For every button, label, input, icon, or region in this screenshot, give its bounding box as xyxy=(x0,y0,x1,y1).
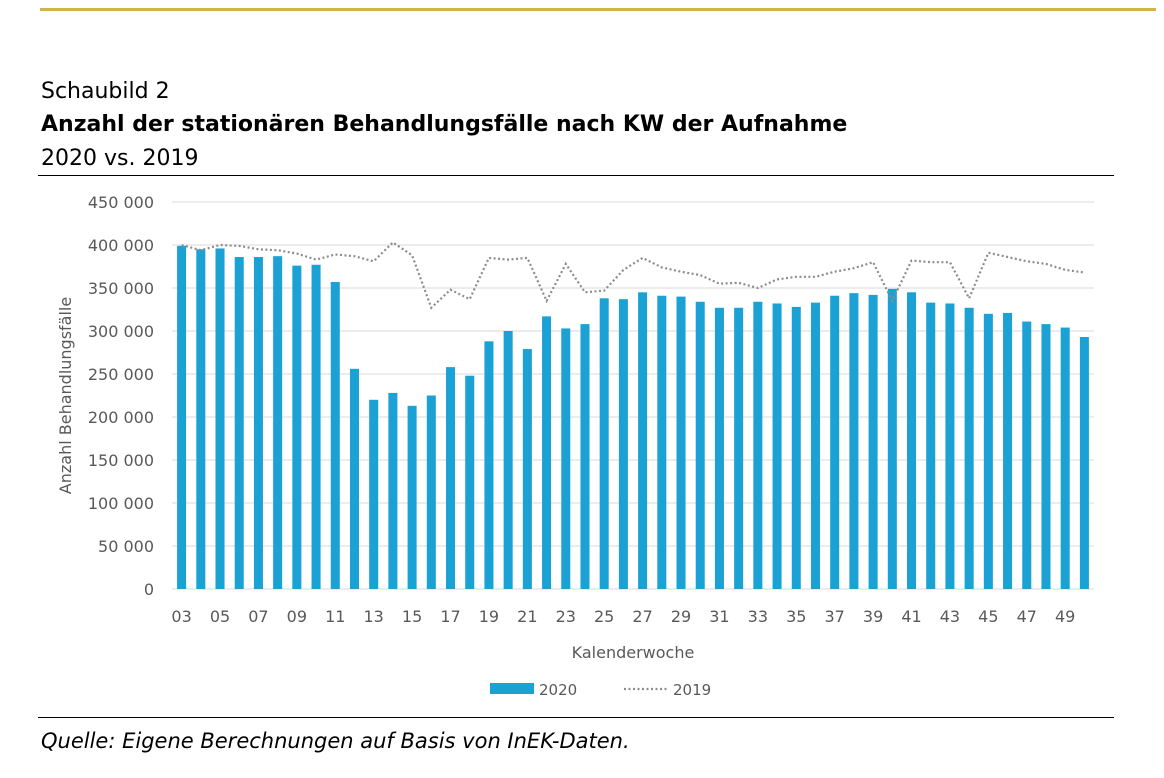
y-tick-label: 400 000 xyxy=(88,236,154,255)
x-tick-label: 49 xyxy=(1055,607,1075,626)
bar-2020 xyxy=(618,299,628,589)
bar-2020 xyxy=(791,306,801,589)
x-tick-label: 13 xyxy=(364,607,384,626)
bar-2020 xyxy=(638,292,648,589)
bar-2020 xyxy=(599,298,609,589)
x-tick-label: 29 xyxy=(671,607,691,626)
x-tick-label: 05 xyxy=(210,607,230,626)
bar-2020 xyxy=(945,303,955,589)
y-tick-label: 50 000 xyxy=(98,537,154,556)
bar-2020 xyxy=(1060,327,1070,589)
x-tick-label: 33 xyxy=(748,607,768,626)
x-tick-label: 21 xyxy=(517,607,537,626)
bar-2020 xyxy=(503,331,513,589)
x-tick-label: 03 xyxy=(171,607,191,626)
y-tick-label: 150 000 xyxy=(88,451,154,470)
x-tick-label: 07 xyxy=(248,607,268,626)
y-axis-title: Anzahl Behandlungsfälle xyxy=(56,297,75,494)
bar-2020 xyxy=(964,307,974,589)
bar-line-chart: 0 50 000 100 000 150 000 200 000 250 000 300 0… xyxy=(56,193,1094,699)
x-tick-label: 41 xyxy=(901,607,921,626)
bar-2020 xyxy=(465,375,475,589)
bar-2020 xyxy=(542,316,552,589)
bar-2020 xyxy=(273,256,283,589)
footer-divider xyxy=(38,717,1114,718)
x-tick-label: 17 xyxy=(440,607,460,626)
bar-2020 xyxy=(484,341,494,589)
bar-2020 xyxy=(426,395,436,589)
bar-2020 xyxy=(907,292,917,589)
bar-2020 xyxy=(311,264,321,589)
bar-2020 xyxy=(407,405,417,589)
bar-2020 xyxy=(349,368,359,589)
bar-2020 xyxy=(983,313,993,589)
bar-2020 xyxy=(849,293,859,589)
y-tick-label: 250 000 xyxy=(88,365,154,384)
bar-2020 xyxy=(561,328,571,589)
bar-2020 xyxy=(734,307,744,589)
legend-label-2020: 2020 xyxy=(539,681,577,699)
y-tick-label: 450 000 xyxy=(88,193,154,212)
bar-2020 xyxy=(196,249,206,590)
figure-label: Schaubild 2 xyxy=(41,79,170,104)
x-tick-label: 19 xyxy=(479,607,499,626)
bar-2020 xyxy=(1041,324,1051,589)
y-tick-label: 300 000 xyxy=(88,322,154,341)
bar-2020 xyxy=(657,295,667,589)
x-tick-label: 37 xyxy=(825,607,845,626)
bar-2020 xyxy=(714,307,724,589)
bar-2020 xyxy=(695,301,705,589)
bar-2020 xyxy=(330,281,340,589)
bar-2020 xyxy=(215,248,225,589)
top-accent-rule xyxy=(40,8,1156,11)
x-tick-label: 11 xyxy=(325,607,345,626)
x-tick-label: 43 xyxy=(940,607,960,626)
y-tick-label: 100 000 xyxy=(88,494,154,513)
bar-2020 xyxy=(522,349,532,589)
bar-2020 xyxy=(810,302,820,589)
bar-2020 xyxy=(234,257,244,589)
x-tick-label: 47 xyxy=(1017,607,1037,626)
y-tick-label: 350 000 xyxy=(88,279,154,298)
x-tick-label: 45 xyxy=(978,607,998,626)
bar-2020 xyxy=(580,324,590,589)
bar-2020 xyxy=(772,303,782,589)
x-tick-label: 23 xyxy=(556,607,576,626)
legend-label-2019: 2019 xyxy=(673,681,711,699)
x-tick-label: 25 xyxy=(594,607,614,626)
bar-2020 xyxy=(926,302,936,589)
y-tick-label: 0 xyxy=(144,580,154,599)
x-axis-title: Kalenderwoche xyxy=(572,643,695,662)
bar-2020 xyxy=(388,392,398,589)
bar-2020 xyxy=(446,367,456,589)
x-tick-label: 35 xyxy=(786,607,806,626)
bar-2020 xyxy=(753,301,763,589)
line-2019 xyxy=(181,240,1085,310)
chart-subtitle: 2020 vs. 2019 xyxy=(41,146,199,171)
bar-2020 xyxy=(369,399,379,589)
legend-swatch-2020 xyxy=(490,683,534,694)
x-tick-label: 39 xyxy=(863,607,883,626)
x-tick-label: 15 xyxy=(402,607,422,626)
bar-2020 xyxy=(177,245,187,590)
bar-2020 xyxy=(1079,337,1089,589)
bar-2020 xyxy=(868,294,878,589)
bar-2020 xyxy=(253,257,263,589)
source-note: Quelle: Eigene Berechnungen auf Basis vo… xyxy=(41,729,630,753)
bar-2020 xyxy=(1003,312,1013,589)
x-tick-label: 09 xyxy=(287,607,307,626)
chart-title: Anzahl der stationären Behandlungsfälle … xyxy=(41,112,848,137)
bar-2020 xyxy=(830,295,840,589)
header-divider xyxy=(38,175,1114,176)
y-tick-label: 200 000 xyxy=(88,408,154,427)
bar-2020 xyxy=(292,265,302,589)
bar-2020 xyxy=(676,296,686,589)
x-tick-label: 27 xyxy=(632,607,652,626)
bar-2020 xyxy=(887,288,897,589)
x-tick-label: 31 xyxy=(709,607,729,626)
bar-2020 xyxy=(1022,321,1032,589)
